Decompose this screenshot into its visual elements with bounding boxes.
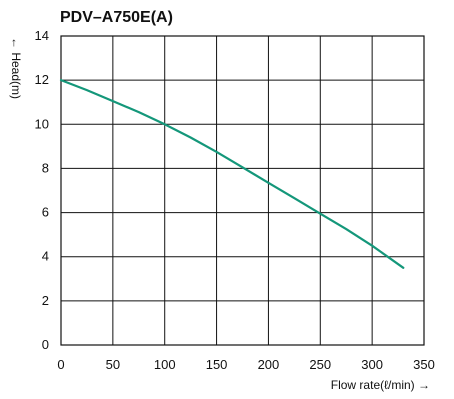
x-tick-labels: 0 50 100 150 200 250 300 350 [57,357,434,372]
y-tick-label: 14 [35,28,49,43]
x-tick-label: 150 [206,357,228,372]
x-tick-label: 0 [57,357,64,372]
x-tick-label: 300 [361,357,383,372]
grid [60,35,425,346]
x-tick-label: 50 [106,357,120,372]
plot-frame [60,35,425,346]
x-tick-label: 350 [413,357,435,372]
y-tick-label: 10 [35,116,49,131]
y-tick-label: 0 [42,337,49,352]
y-tick-label: 6 [42,205,49,220]
y-axis-label: ← Head(m) [9,37,23,99]
y-tick-label: 8 [42,160,49,175]
x-tick-label: 200 [258,357,280,372]
x-tick-label: 250 [309,357,331,372]
series [59,79,405,269]
y-tick-label: 2 [42,293,49,308]
y-tick-labels: 0 2 4 6 8 10 12 14 [35,28,49,352]
y-tick-label: 12 [35,72,49,87]
chart-title: PDV–A750E(A) [60,9,173,26]
y-tick-label: 4 [42,249,49,264]
series-line [59,79,405,269]
x-axis-label: Flow rate(ℓ/min) → [331,378,430,392]
x-tick-label: 100 [154,357,176,372]
